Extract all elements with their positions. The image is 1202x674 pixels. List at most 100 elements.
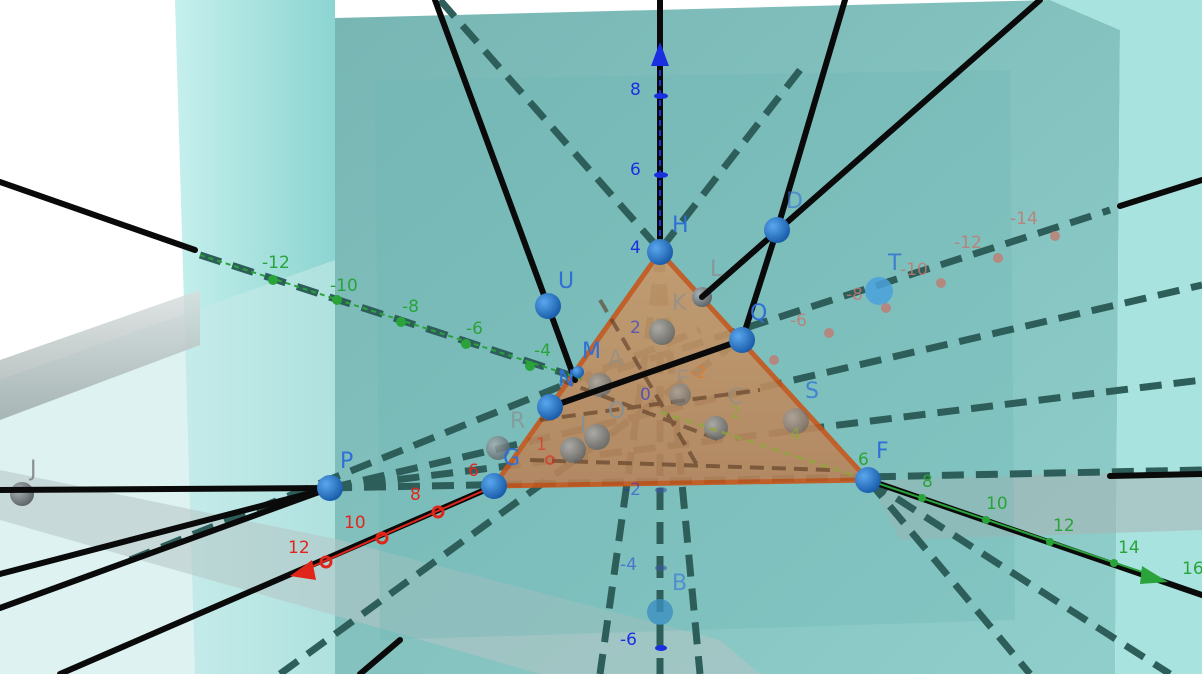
inner-dash [529, 458, 831, 472]
back-y-label: -12 [262, 253, 290, 273]
point-C[interactable] [704, 416, 728, 440]
label-E: E [676, 367, 690, 392]
y-label: 10 [986, 494, 1008, 514]
rb-label: -6 [790, 311, 807, 331]
solid-line [774, 0, 848, 233]
y-label: 16 [1182, 559, 1202, 579]
x-axis-labels: 6 8 10 12 1 [288, 435, 547, 558]
z-label: -2 [624, 480, 641, 500]
z-tick [654, 93, 668, 99]
label-Q: Q [750, 301, 767, 326]
label-P: P [340, 449, 353, 474]
label-B: B [672, 571, 687, 596]
z-label: -6 [620, 630, 637, 650]
rb-tick [993, 253, 1003, 263]
point-labels: H U M N G P F Q S T D B [340, 189, 902, 596]
z-tick [655, 645, 667, 651]
z-axis [651, 42, 669, 651]
rb-label: -10 [900, 260, 928, 280]
point-G[interactable] [481, 473, 507, 499]
rb-tick [936, 278, 946, 288]
face-inner-dashes [529, 298, 831, 472]
label-S: S [805, 379, 819, 404]
x-tick [545, 455, 555, 465]
dashed-line [437, 0, 663, 253]
right-back-axis [769, 231, 1060, 365]
rb-tick [824, 328, 834, 338]
label-L: L [710, 257, 723, 282]
z-label: 6 [630, 160, 641, 180]
label-F: F [876, 439, 889, 464]
rb-label: -12 [954, 233, 982, 253]
dashed-line [583, 206, 1112, 384]
label-I: I [580, 413, 587, 438]
x-label: 8 [410, 485, 421, 505]
y-tick-back [332, 295, 342, 305]
x-tick [431, 505, 445, 519]
x-label: 1 [536, 435, 547, 455]
y-label: 4 [790, 425, 801, 445]
back-y-axis-labels: -12 -10 -8 -6 -4 -2 [262, 253, 707, 383]
solid-line [432, 0, 551, 309]
point-O[interactable] [584, 424, 610, 450]
point-F[interactable] [855, 467, 881, 493]
y-label: 12 [1053, 516, 1075, 536]
rb-tick [769, 355, 779, 365]
y-label: 14 [1118, 538, 1140, 558]
back-y-label: -2 [690, 363, 707, 383]
back-y-label: -8 [402, 297, 419, 317]
back-y-label: -10 [330, 276, 358, 296]
point-S[interactable] [783, 408, 809, 434]
dashed-line [329, 376, 1202, 492]
label-N: N [558, 367, 574, 392]
inner-dash [598, 298, 702, 472]
point-N[interactable] [537, 394, 563, 420]
solid-line [739, 227, 780, 343]
y-axis [199, 254, 1168, 584]
gray-beam-left [0, 290, 200, 420]
z-label: 2 [630, 318, 641, 338]
point-T[interactable] [865, 277, 893, 305]
solid-line [0, 485, 333, 577]
solid-line [699, 0, 1043, 300]
solid-line [0, 179, 198, 253]
label-G: G [503, 446, 520, 471]
z-label: 0 [640, 385, 651, 405]
point-B[interactable] [647, 599, 673, 625]
point-E[interactable] [669, 384, 691, 406]
triangle-face[interactable] [491, 249, 871, 489]
point-I[interactable] [560, 437, 586, 463]
point-H[interactable] [647, 239, 673, 265]
point-R[interactable] [486, 436, 510, 460]
point-D[interactable] [764, 217, 790, 243]
label-J: J [28, 457, 37, 482]
solid-line [547, 337, 745, 410]
point-P[interactable] [317, 475, 343, 501]
x-axis-arrow [290, 560, 316, 580]
label-K: K [672, 291, 687, 316]
point-Q[interactable] [729, 327, 755, 353]
y-tick-back [525, 361, 535, 371]
point-K[interactable] [649, 319, 675, 345]
back-y-label: -4 [534, 341, 551, 361]
point-U[interactable] [535, 293, 561, 319]
point-M[interactable] [572, 366, 584, 378]
inner-dash [559, 378, 721, 442]
gray-beam-bottom [0, 470, 760, 674]
z-tick [654, 172, 668, 178]
point-J[interactable] [10, 482, 34, 506]
z-label: 4 [630, 238, 641, 258]
x-axis [290, 455, 555, 580]
label-R: R [510, 409, 525, 434]
y-label: 6 [858, 450, 869, 470]
right-back-axis-labels: -14 -12 -10 -8 -6 [790, 209, 1038, 331]
solid-line [1107, 471, 1202, 479]
label-A: A [608, 347, 623, 372]
label-C: C [728, 385, 743, 410]
primary-points [317, 217, 881, 501]
solid-line [0, 485, 333, 493]
x-label: 12 [288, 538, 310, 558]
dashed-line [866, 477, 1172, 674]
z-axis-labels: 8 6 4 2 0 -2 -4 -6 [620, 80, 651, 650]
